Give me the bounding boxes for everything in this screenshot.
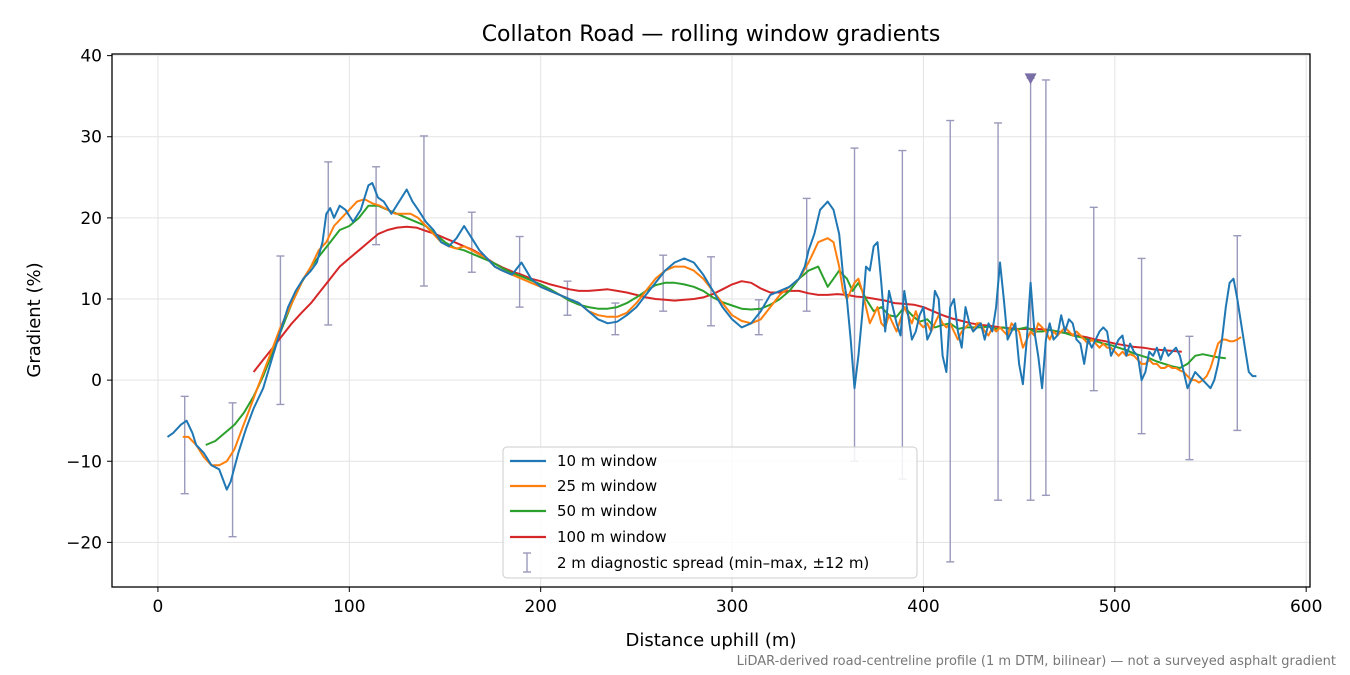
grid [112,54,1310,587]
spread-errorbar [1041,79,1050,497]
spread-errorbar [994,122,1003,501]
legend-label-25m: 25 m window [557,477,657,495]
x-tick-label: 100 [333,597,365,617]
series-line-10m [166,182,1257,491]
y-tick-label: −20 [66,533,102,553]
plot-frame [111,53,1311,588]
y-tick-label: 40 [80,47,102,67]
x-tick-label: 600 [1290,597,1322,617]
y-axis-label: Gradient (%) [24,262,45,377]
legend-label-10m: 10 m window [557,452,657,470]
spread-errorbar [1089,206,1098,392]
y-tick-label: 30 [80,128,102,148]
series-line-25m [182,198,1242,467]
spread-errorbar [419,135,428,287]
spread-errorbar [946,119,955,563]
spread-errorbar [1185,335,1194,461]
clipped-spread-marker [1024,73,1037,85]
spread-errorbar [1137,257,1146,435]
x-tick-label: 300 [716,597,748,617]
legend-label-100m: 100 m window [557,528,667,546]
legend: 10 m window 25 m window 50 m window 100 … [502,446,918,579]
series-lines [166,182,1257,491]
y-tick-label: 0 [91,371,102,391]
x-tick-label: 500 [1099,597,1131,617]
diagnostic-spread-layer [180,73,1242,563]
x-tick-label: 0 [153,597,164,617]
spread-errorbar [467,211,476,273]
legend-swatch-spread [523,552,531,573]
x-tick-label: 200 [524,597,556,617]
y-tick-label: −10 [66,452,102,472]
y-tick-label: 20 [80,209,102,229]
spread-errorbar [754,299,763,336]
spread-errorbar [515,235,524,308]
chart-title: Collaton Road — rolling window gradients [482,22,941,47]
x-tick-label: 400 [907,597,939,617]
y-tick-label: 10 [80,290,102,310]
spread-errorbar [1233,235,1242,432]
spread-errorbar [707,256,715,327]
legend-box [502,446,918,579]
footnote: LiDAR-derived road-centreline profile (1… [737,654,1336,669]
legend-label-50m: 50 m window [557,502,657,520]
x-axis-label: Distance uphill (m) [626,630,797,651]
spread-errorbar [180,395,189,495]
axis-ticks: 0 100 200 300 400 500 600 −20 −10 0 10 20 30 40 [66,47,1322,617]
spread-errorbar [850,147,859,462]
legend-label-spread: 2 m diagnostic spread (min–max, ±12 m) [557,554,869,572]
